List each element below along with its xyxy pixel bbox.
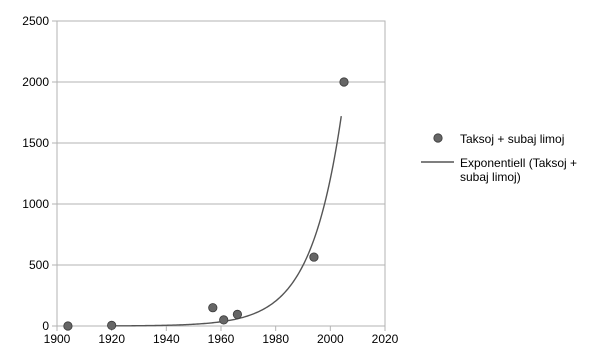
x-tick-label: 2020 bbox=[372, 332, 399, 346]
legend-label-trend: subaj limoj) bbox=[460, 170, 521, 184]
data-point bbox=[63, 321, 73, 331]
y-tick-label: 1000 bbox=[22, 197, 49, 211]
legend: Taksoj + subaj limoj Exponentiell (Taksoj… bbox=[421, 132, 577, 184]
x-tick-label: 1920 bbox=[98, 332, 125, 346]
x-tick-label: 1900 bbox=[44, 332, 71, 346]
plot-area bbox=[56, 20, 386, 327]
data-point bbox=[208, 303, 218, 313]
y-tick-label: 2000 bbox=[22, 75, 49, 89]
data-point bbox=[232, 309, 242, 320]
data-point bbox=[219, 315, 229, 325]
x-tick-label: 1960 bbox=[208, 332, 235, 346]
data-point bbox=[309, 252, 319, 262]
legend-label-points: Taksoj + subaj limoj bbox=[460, 132, 564, 146]
y-tick-label: 2500 bbox=[22, 14, 49, 28]
y-tick-label: 0 bbox=[42, 319, 49, 333]
legend-label-trend: Exponentiell (Taksoj + bbox=[460, 156, 577, 170]
x-tick-label: 1980 bbox=[262, 332, 289, 346]
x-tick-label: 1940 bbox=[153, 332, 180, 346]
x-tick-label: 2000 bbox=[317, 332, 344, 346]
data-point bbox=[339, 77, 349, 87]
y-tick-label: 500 bbox=[29, 258, 49, 272]
legend-marker-points bbox=[433, 133, 443, 143]
y-tick-label: 1500 bbox=[22, 136, 49, 150]
data-point bbox=[107, 320, 117, 330]
